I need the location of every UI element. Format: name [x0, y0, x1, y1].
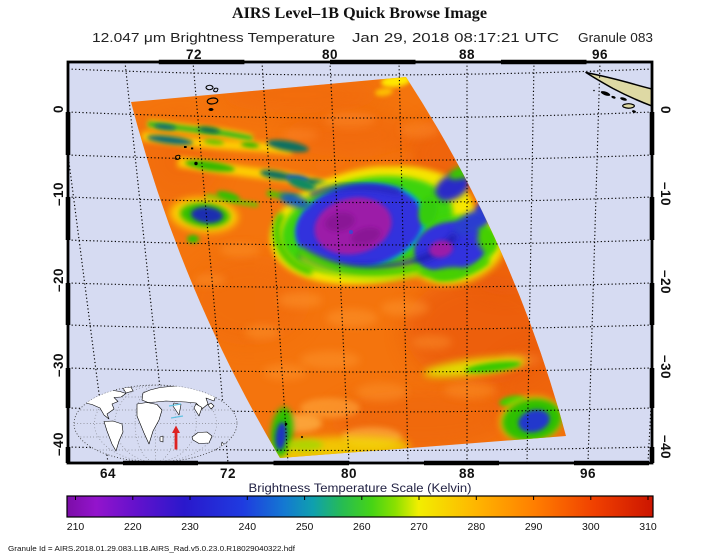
svg-text:–20: –20: [51, 268, 66, 292]
svg-text:–10: –10: [51, 182, 66, 206]
svg-text:Granule 083: Granule 083: [578, 30, 653, 45]
svg-text:310: 310: [639, 521, 657, 533]
svg-text:Granule Id = AIRS.2018.01.29.0: Granule Id = AIRS.2018.01.29.083.L1B.AIR…: [8, 544, 296, 553]
svg-text:88: 88: [459, 466, 475, 481]
svg-text:280: 280: [468, 521, 486, 533]
svg-text:220: 220: [124, 521, 142, 533]
svg-text:–10: –10: [658, 182, 673, 206]
svg-text:–40: –40: [658, 435, 673, 459]
svg-text:270: 270: [410, 521, 428, 533]
svg-text:96: 96: [580, 466, 596, 481]
svg-text:210: 210: [67, 521, 85, 533]
svg-text:–20: –20: [658, 270, 673, 294]
svg-text:Jan 29, 2018 08:17:21 UTC: Jan 29, 2018 08:17:21 UTC: [352, 30, 559, 45]
svg-text:230: 230: [181, 521, 199, 533]
svg-text:–40: –40: [51, 432, 66, 456]
svg-text:72: 72: [220, 466, 236, 481]
svg-text:72: 72: [186, 47, 202, 62]
svg-text:260: 260: [353, 521, 371, 533]
svg-text:12.047 μm Brightness Temperatu: 12.047 μm Brightness Temperature: [92, 30, 335, 45]
svg-text:80: 80: [341, 466, 357, 481]
svg-text:80: 80: [322, 47, 338, 62]
svg-text:96: 96: [592, 47, 608, 62]
svg-text:–30: –30: [51, 353, 66, 377]
svg-text:64: 64: [100, 466, 116, 481]
svg-text:0: 0: [658, 106, 673, 114]
svg-text:240: 240: [239, 521, 257, 533]
svg-text:290: 290: [525, 521, 543, 533]
svg-text:–30: –30: [658, 355, 673, 379]
svg-text:250: 250: [296, 521, 314, 533]
svg-text:300: 300: [582, 521, 600, 533]
svg-text:0: 0: [51, 105, 66, 113]
svg-text:AIRS Level–1B Quick Browse Ima: AIRS Level–1B Quick Browse Image: [232, 5, 487, 22]
svg-text:88: 88: [459, 47, 475, 62]
svg-text:Brightness Temperature Scale (: Brightness Temperature Scale (Kelvin): [249, 483, 472, 495]
